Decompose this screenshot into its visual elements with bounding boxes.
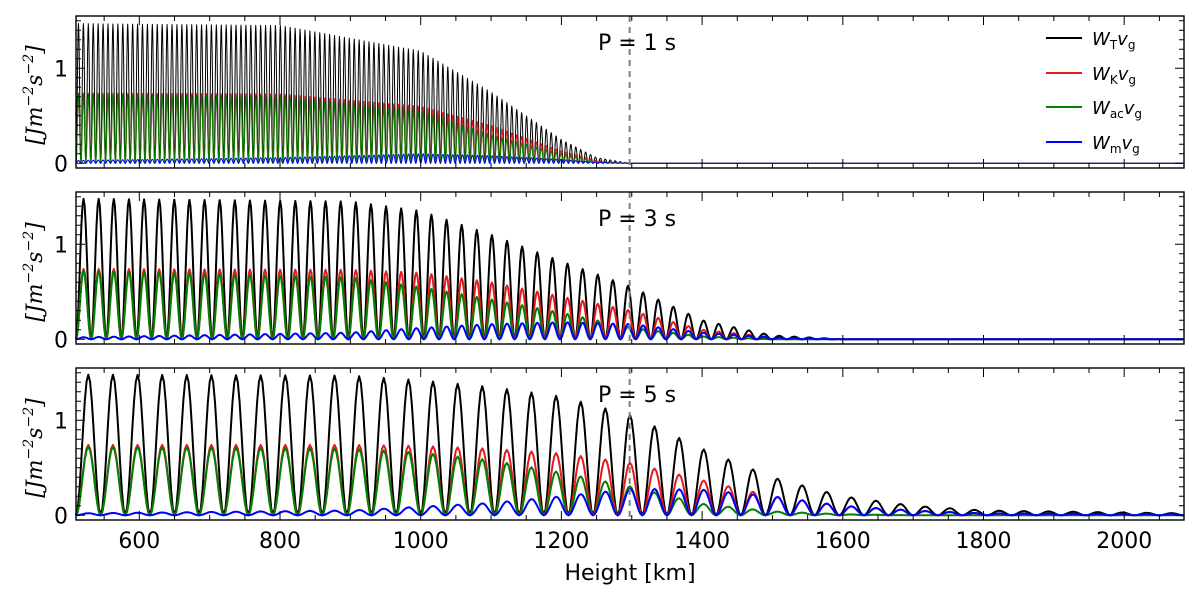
y-tick-label: 0 — [54, 152, 68, 177]
y-axis-label-2: [Jm−2s−2] — [21, 222, 48, 322]
panel-2: [Jm−2s−2] 01 P = 3 s — [21, 191, 1185, 353]
y-axis-label-3: [Jm−2s−2] — [21, 398, 48, 498]
legend-label-0: WTvg — [1092, 29, 1135, 52]
ticks-group-1: 01 — [54, 16, 1184, 177]
legend-label-1: WKvg — [1092, 64, 1136, 87]
y-tick-label: 1 — [54, 57, 68, 82]
legend-label-3: Wmvg — [1092, 133, 1140, 156]
series-line-3-2 — [75, 445, 1184, 517]
y-tick-label: 0 — [54, 504, 68, 529]
annotation-3: P = 5 s — [598, 383, 676, 408]
y-tick-label: 1 — [54, 233, 68, 258]
ticks-group-2: 01 — [54, 192, 1184, 353]
x-tick-label: 1200 — [533, 529, 589, 554]
legend: WTvg WKvg Wacvg Wmvg — [1046, 29, 1142, 156]
x-tick-label: 600 — [118, 529, 160, 554]
annotation-1: P = 1 s — [598, 31, 676, 56]
x-tick-label: 1400 — [674, 529, 730, 554]
panel-1: [Jm−2s−2] 01 P = 1 s WTvg WKvg Wacvg Wmv… — [21, 15, 1185, 177]
y-axis-label-1: [Jm−2s−2] — [21, 45, 48, 145]
x-tick-label: 2000 — [1096, 529, 1152, 554]
frame-3 — [75, 367, 1185, 521]
series-line-3-3 — [75, 487, 1185, 517]
x-axis-label: Height [km] — [564, 561, 695, 586]
y-tick-label: 0 — [54, 328, 68, 353]
frame-1 — [75, 15, 1185, 169]
x-tick-label: 1600 — [815, 529, 871, 554]
x-tick-label: 1000 — [393, 529, 449, 554]
frame-2 — [75, 191, 1185, 345]
legend-label-2: Wacvg — [1092, 98, 1142, 121]
y-tick-label: 1 — [54, 409, 68, 434]
x-tick-label: 800 — [259, 529, 301, 554]
annotation-2: P = 3 s — [598, 207, 676, 232]
x-tick-label: 1800 — [956, 529, 1012, 554]
